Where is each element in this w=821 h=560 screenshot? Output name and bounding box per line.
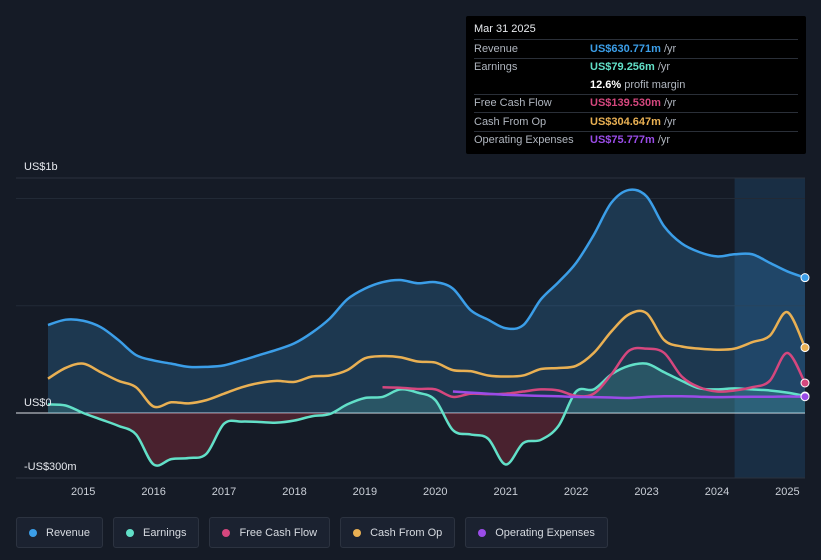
revenue-line [47,188,806,369]
legend-dot-icon [478,528,487,537]
earnings-area-positive [48,363,805,413]
cash-from-op-endpoint [800,343,810,353]
tooltip-row-label: Operating Expenses [474,134,574,147]
revenue-endpoint [800,273,810,283]
tooltip-row-unit: /yr [663,115,677,128]
free-cash-flow-endpoint [800,378,810,388]
x-tick-2022: 2022 [564,486,588,498]
chart-legend: Revenue Earnings Free Cash Flow Cash From O… [16,517,608,548]
tooltip-row: Revenue US$630.771m/yr [474,39,798,58]
tooltip-row-label: Free Cash Flow [474,97,552,110]
x-tick-2021: 2021 [493,486,517,498]
x-tick-2024: 2024 [705,486,729,498]
revenue-area [48,189,805,413]
x-tick-2016: 2016 [141,486,165,498]
x-tick-2015: 2015 [71,486,95,498]
legend-dot-icon [222,528,231,537]
legend-item-free-cash-flow[interactable]: Free Cash Flow [209,517,331,548]
operating-expenses-line [452,390,806,400]
legend-label: Operating Expenses [495,526,595,539]
data-tooltip: Mar 31 2025 Revenue US$630.771m/yr Earning… [466,16,806,154]
legend-item-earnings[interactable]: Earnings [113,517,200,548]
x-tick-2025: 2025 [775,486,799,498]
legend-label: Earnings [143,526,187,539]
tooltip-row-value: US$630.771m [590,42,661,55]
tooltip-row: 12.6% profit margin [474,76,798,94]
legend-label: Revenue [46,526,91,539]
legend-label: Free Cash Flow [239,526,318,539]
free-cash-flow-line [382,346,807,399]
legend-dot-icon [126,528,135,537]
cash-from-op-line [47,309,807,409]
y-top-label: US$1b [24,161,58,173]
legend-label: Cash From Op [370,526,443,539]
tooltip-row-value: US$75.777m [590,134,655,147]
y-zero-label: US$0 [24,397,52,409]
earnings-area-negative [48,413,805,466]
legend-item-revenue[interactable]: Revenue [16,517,104,548]
tooltip-row-value: 12.6% [590,78,622,91]
tooltip-row-unit: /yr [657,61,671,74]
legend-item-cash-from-op[interactable]: Cash From Op [340,517,456,548]
x-tick-2017: 2017 [212,486,236,498]
forecast-band [734,178,805,478]
x-tick-2018: 2018 [282,486,306,498]
tooltip-row: Free Cash Flow US$139.530m/yr [474,93,798,113]
tooltip-row-unit: profit margin [624,78,686,91]
financial-chart: 2015 2016 2017 2018 2019 2020 2021 2022 2023 2024… [16,161,810,498]
x-tick-2020: 2020 [423,486,447,498]
tooltip-row-unit: /yr [663,42,677,55]
tooltip-row-label: Cash From Op [474,115,547,128]
legend-dot-icon [29,528,37,537]
tooltip-row-value: US$139.530m [590,97,661,110]
legend-dot-icon [353,528,362,537]
tooltip-row-unit: /yr [663,97,677,110]
tooltip-row: Earnings US$79.256m/yr [474,57,798,77]
tooltip-row-value: US$79.256m [590,61,655,74]
x-tick-2019: 2019 [353,486,377,498]
legend-item-operating-expenses[interactable]: Operating Expenses [465,517,608,548]
tooltip-row-value: US$304.647m [590,115,661,128]
operating-expenses-endpoint [800,392,810,402]
y-bottom-label: -US$300m [24,461,77,473]
earnings-line [47,362,806,467]
tooltip-row: Cash From Op US$304.647m/yr [474,112,798,131]
tooltip-row-label: Earnings [474,61,518,74]
tooltip-row-unit: /yr [657,134,671,147]
tooltip-row: Operating Expenses US$75.777m/yr [474,130,798,150]
x-tick-2023: 2023 [634,486,658,498]
tooltip-date: Mar 31 2025 [474,23,536,35]
tooltip-row-label: Revenue [474,42,519,55]
